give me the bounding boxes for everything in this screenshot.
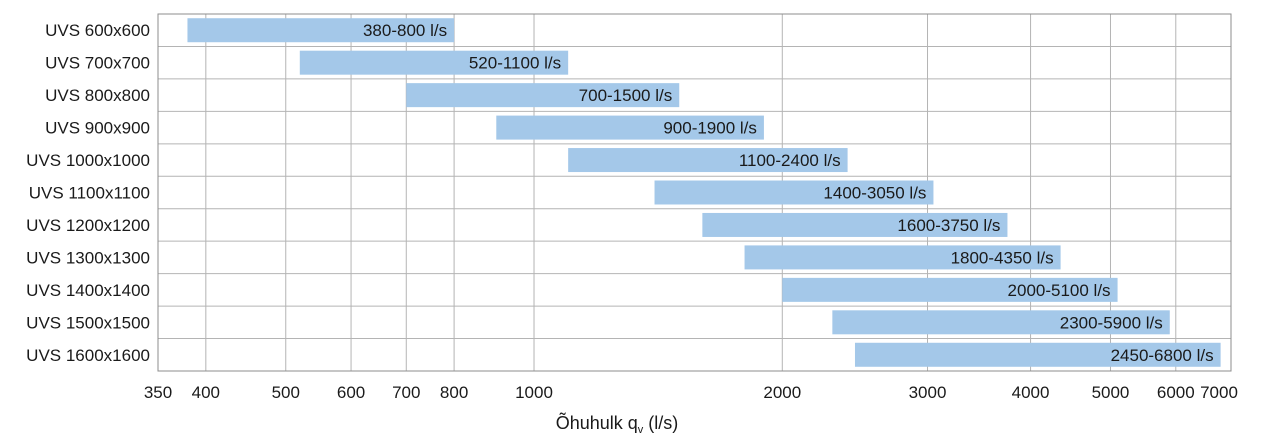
bar-value-label: 520-1100 l/s bbox=[469, 54, 561, 73]
bar-value-label: 2000-5100 l/s bbox=[1008, 281, 1111, 300]
range-bar bbox=[299, 50, 569, 75]
range-bar bbox=[832, 310, 1170, 335]
x-tick-label: 7000 bbox=[1200, 383, 1238, 402]
category-label: UVS 1000x1000 bbox=[26, 151, 150, 170]
bar-value-label: 2450-6800 l/s bbox=[1111, 346, 1214, 365]
bars: 380-800 l/s 520-1100 l/s 700-1500 l/s 900-1… bbox=[187, 18, 1221, 367]
category-label: UVS 1200x1200 bbox=[26, 216, 150, 235]
x-tick-label: 600 bbox=[337, 383, 365, 402]
x-tick-label: 5000 bbox=[1092, 383, 1130, 402]
x-axis-label-subscript: v bbox=[638, 424, 644, 436]
x-tick-label: 800 bbox=[440, 383, 468, 402]
bar-value-label: 1100-2400 l/s bbox=[739, 151, 841, 170]
category-label: UVS 1400x1400 bbox=[26, 281, 150, 300]
category-labels: UVS 600x600 UVS 700x700 UVS 800x800 UVS 900… bbox=[26, 21, 150, 365]
category-label: UVS 600x600 bbox=[45, 21, 150, 40]
range-bar bbox=[744, 245, 1061, 270]
category-label: UVS 1500x1500 bbox=[26, 313, 150, 332]
bar-value-label: 700-1500 l/s bbox=[579, 86, 673, 105]
range-bar bbox=[187, 18, 455, 43]
x-axis-label: Õhuhulk qv (l/s) bbox=[556, 412, 679, 436]
plot-frame bbox=[157, 13, 1232, 372]
bar-value-label: 1600-3750 l/s bbox=[897, 216, 1000, 235]
category-label: UVS 900x900 bbox=[45, 119, 150, 138]
category-label: UVS 800x800 bbox=[45, 86, 150, 105]
x-tick-label: 4000 bbox=[1012, 383, 1050, 402]
bar-value-label: 380-800 l/s bbox=[363, 21, 447, 40]
bar-value-label: 900-1900 l/s bbox=[663, 119, 757, 138]
bar-value-label: 2300-5900 l/s bbox=[1060, 313, 1163, 332]
category-label: UVS 1600x1600 bbox=[26, 346, 150, 365]
range-bar bbox=[406, 83, 680, 108]
x-tick-label: 6000 bbox=[1157, 383, 1195, 402]
range-bar bbox=[702, 212, 1008, 237]
x-tick-label: 3000 bbox=[909, 383, 947, 402]
category-label: UVS 1100x1100 bbox=[29, 184, 150, 203]
range-bar bbox=[854, 342, 1221, 367]
range-bar bbox=[782, 277, 1118, 302]
x-axis-label-main: Õhuhulk q bbox=[556, 412, 638, 433]
x-tick-labels: 350 400 500 600 700 800 1000 2000 3000 4000 5000 60… bbox=[144, 383, 1238, 402]
category-label: UVS 700x700 bbox=[45, 54, 150, 73]
x-tick-label: 2000 bbox=[763, 383, 801, 402]
range-bar bbox=[654, 180, 934, 205]
range-bar bbox=[496, 115, 764, 140]
bar-value-label: 1400-3050 l/s bbox=[823, 184, 926, 203]
bar-value-label: 1800-4350 l/s bbox=[951, 248, 1054, 267]
x-tick-label: 500 bbox=[272, 383, 300, 402]
range-bar bbox=[568, 148, 848, 173]
category-label: UVS 1300x1300 bbox=[26, 248, 150, 267]
x-axis-label-unit: (l/s) bbox=[643, 413, 678, 433]
x-tick-label: 350 bbox=[144, 383, 172, 402]
x-tick-label: 400 bbox=[192, 383, 220, 402]
x-tick-label: 1000 bbox=[515, 383, 553, 402]
x-tick-label: 700 bbox=[392, 383, 420, 402]
